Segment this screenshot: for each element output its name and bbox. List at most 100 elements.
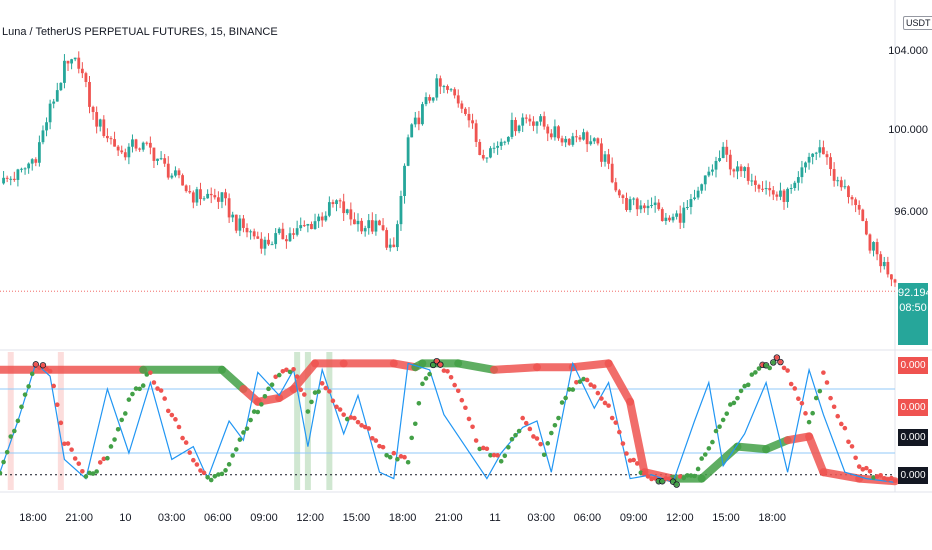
currency-badge[interactable]: USDT [903,16,932,30]
candle-body [45,122,48,131]
stoch-dot [856,464,862,469]
stoch-dot [660,478,665,484]
slow-band-segment [805,432,828,477]
candle-body [718,158,721,161]
stoch-dot [51,383,56,389]
stoch-dot [276,372,282,378]
slow-band-segment [490,363,541,374]
candle-body [159,158,163,160]
stoch-dot [527,426,533,432]
candle-body [875,242,879,255]
stoch-dot [595,390,601,396]
stoch-dot [677,474,683,479]
stoch-dot [319,381,325,386]
candle-body [711,169,714,172]
candle-body [113,139,116,147]
candle-body [413,117,417,125]
candle-body [145,142,149,144]
stoch-dot [563,395,568,401]
candle-body [524,117,528,119]
stoch-dot [871,475,876,480]
candle-body [456,95,460,104]
stoch-dot [180,435,185,441]
candle-body [886,261,890,275]
stoch-dot [839,421,844,427]
stoch-dot [520,415,525,421]
stoch-dot [455,388,461,394]
candle-body [216,197,220,202]
time-tick-label: 21:00 [65,512,93,524]
candle-body [721,146,725,159]
candle-body [489,148,492,158]
candle-body [621,195,625,198]
stoch-dot [627,458,633,463]
candle-body [771,190,775,195]
candle-body [850,197,854,200]
stoch-dot [409,435,415,441]
stoch-dot [384,452,389,458]
candle-body [700,184,704,191]
candle-body [481,154,485,159]
candle-body [16,169,20,180]
candle-body [625,197,628,211]
stoch-dot [645,474,651,479]
stoch-dot [291,366,296,372]
stoch-dot [44,366,49,372]
y-axis-label: 104.000 [888,45,928,57]
time-tick-label: 15:00 [712,512,740,524]
stoch-dot [4,449,10,455]
stoch-dot [552,422,558,428]
stoch-dot [54,402,60,407]
candle-body [48,103,52,123]
stoch-dot [69,447,74,452]
candle-body [220,192,224,202]
candle-body [639,205,643,210]
stoch-dot [821,370,826,375]
stoch-dot [405,459,411,465]
time-tick-label: 18:00 [388,512,417,524]
candle-body [234,214,238,231]
time-tick-label: 12:00 [666,512,694,524]
stoch-dot [255,409,261,415]
candle-body [571,136,575,145]
stoch-dot [366,426,372,431]
stoch-dot [269,382,275,388]
candle-body [564,138,568,143]
candle-body [66,60,70,64]
candle-body [116,146,120,151]
stoch-dot [770,360,776,365]
stoch-dot [792,386,798,391]
stoch-dot [305,409,311,414]
stoch-dot [502,453,508,459]
candle-body [578,137,582,140]
candle-body [106,135,109,139]
candle-body [199,189,202,200]
candle-body [20,168,23,170]
candle-body [689,199,693,208]
candle-body [582,132,585,140]
time-tick-label: 03:00 [157,512,186,524]
candle-body [148,142,152,148]
candle-body [156,158,159,161]
candle-body [682,207,686,223]
extreme-marker [437,361,444,368]
stoch-dot [47,368,53,374]
stoch-dot [799,400,805,406]
candle-body [127,146,131,158]
candle-body [270,244,274,246]
stoch-dot [262,394,268,399]
stoch-dot [774,355,780,360]
candle-body [596,138,600,144]
extreme-marker [770,359,777,366]
extreme-marker [773,354,781,361]
candle-body [646,205,650,209]
bar-countdown: 08:50 [899,302,927,314]
stoch-dot [717,424,722,429]
stoch-dot [742,383,747,389]
stoch-dot [216,472,221,477]
stoch-dot [599,396,604,401]
time-tick-label: 06:00 [573,512,602,524]
candle-body [73,57,77,60]
